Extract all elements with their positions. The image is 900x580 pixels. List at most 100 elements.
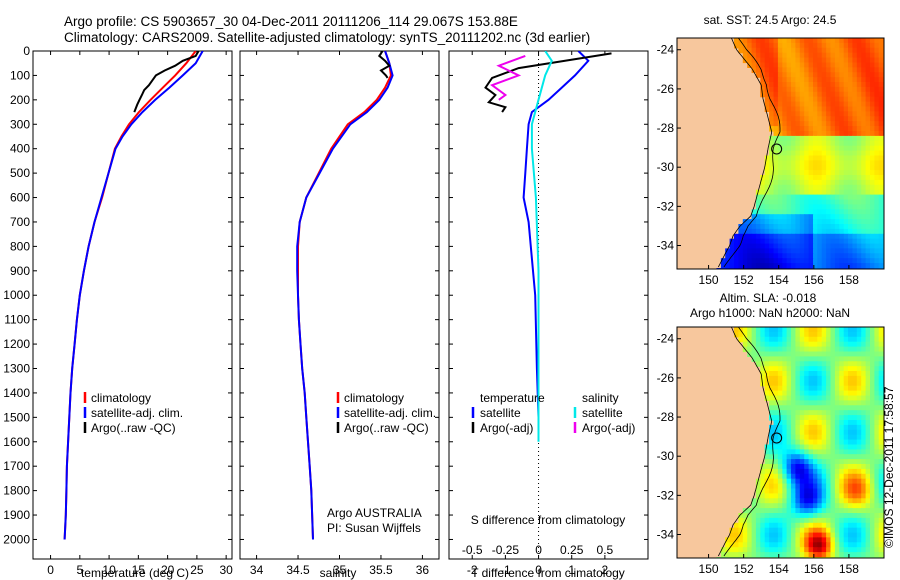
map-cell: [843, 91, 849, 98]
map-cell: [773, 522, 779, 529]
map-cell: [861, 361, 867, 367]
map-cell: [782, 170, 788, 176]
map-cell: [786, 336, 792, 343]
map-cell: [834, 498, 840, 504]
map-cell: [738, 228, 744, 235]
map-cell: [791, 77, 796, 83]
map-cell: [742, 527, 748, 534]
map-cell: [813, 356, 818, 362]
map-cell: [742, 508, 748, 514]
map-cell: [839, 517, 845, 524]
map-cell: [839, 121, 845, 127]
map-cell: [773, 96, 779, 103]
map-cell: [861, 243, 867, 250]
map-cell: [826, 454, 832, 460]
map-cell: [839, 170, 845, 176]
map-cell: [856, 224, 862, 230]
map-cell: [865, 204, 871, 210]
map-cell: [813, 155, 818, 161]
map-cell: [738, 517, 744, 524]
map-cell: [865, 415, 871, 421]
map-cell: [786, 454, 792, 460]
map-cell: [834, 371, 840, 377]
map-cell: [791, 361, 796, 367]
map-cell: [804, 106, 810, 112]
map-cell: [821, 179, 827, 186]
map-cell: [786, 179, 792, 186]
map-cell: [729, 537, 735, 543]
map-cell: [826, 356, 832, 362]
map-cell: [813, 483, 818, 490]
map-cell: [848, 493, 853, 499]
map-cell: [878, 121, 884, 127]
map-cell: [861, 547, 867, 553]
map-cell: [830, 72, 836, 78]
map-cell: [848, 155, 853, 161]
map-cell: [808, 150, 814, 157]
map-cell: [782, 405, 788, 411]
map-cell: [782, 116, 788, 122]
map-cell: [808, 224, 814, 230]
map-cell: [826, 366, 832, 372]
map-cell: [773, 361, 779, 367]
map-cell: [848, 209, 853, 215]
map-cell: [856, 248, 862, 254]
map-cell: [755, 346, 761, 353]
map-cell: [839, 116, 845, 122]
map-cell: [760, 77, 766, 83]
map-cell: [782, 189, 788, 196]
map-cell: [751, 243, 757, 250]
map-cell: [751, 214, 757, 220]
map-cell: [725, 263, 731, 269]
map-cell: [813, 375, 818, 382]
map-cell: [813, 532, 818, 539]
map-cell: [870, 57, 875, 64]
map-cell: [852, 454, 858, 460]
map-cell: [764, 189, 770, 196]
map-cell: [852, 140, 858, 147]
map-cell: [760, 219, 766, 225]
map-cell: [786, 513, 792, 519]
map-cell: [777, 420, 783, 426]
map-cell: [856, 420, 862, 426]
map-cell: [848, 131, 853, 137]
map-cell: [856, 508, 862, 514]
map-cell: [839, 189, 845, 196]
sal-tick-label: -0.5: [462, 543, 483, 557]
map-cell: [795, 488, 801, 494]
map-cell: [764, 42, 770, 49]
map-cell: [808, 336, 814, 343]
map-cell: [865, 459, 871, 465]
map-cell: [773, 439, 779, 446]
map-cell: [817, 209, 823, 215]
map-cell: [839, 527, 845, 534]
map-cell: [804, 366, 810, 372]
map-cell: [870, 478, 875, 485]
map-cell: [826, 228, 832, 235]
map-cell: [791, 400, 796, 406]
map-cell: [843, 444, 849, 450]
map-cell: [734, 248, 739, 254]
map-cell: [786, 57, 792, 64]
map-cell: [777, 263, 783, 269]
map-cell: [878, 415, 884, 421]
map-cell: [870, 253, 875, 259]
map-cell: [764, 175, 770, 181]
map-cell: [755, 356, 761, 362]
map-cell: [830, 82, 836, 88]
map-cell: [865, 165, 871, 171]
map-cell: [734, 38, 739, 44]
map-cell: [843, 390, 849, 397]
map-cell: [782, 194, 788, 201]
map-cell: [786, 199, 792, 205]
map-cell: [830, 346, 836, 353]
map-cell: [878, 513, 884, 519]
map-cell: [878, 258, 884, 264]
series-line: [530, 51, 553, 442]
map-cell: [852, 38, 858, 44]
map-cell: [821, 189, 827, 196]
map-cell: [742, 47, 748, 54]
map-cell: [786, 346, 792, 353]
map-cell: [813, 126, 818, 132]
map-cell: [786, 72, 792, 78]
